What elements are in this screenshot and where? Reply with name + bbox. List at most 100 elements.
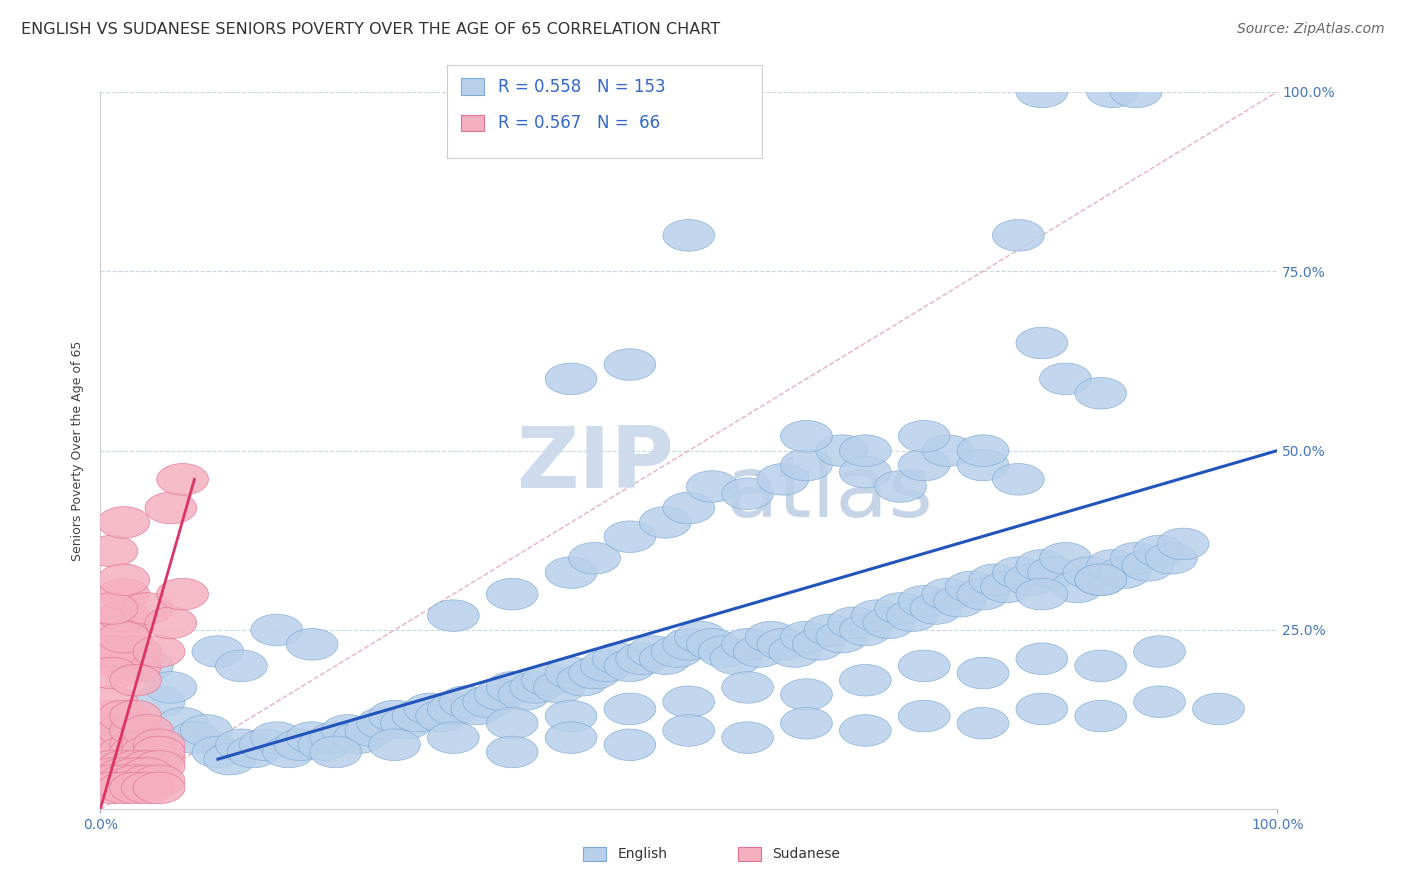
Circle shape <box>274 729 326 761</box>
Circle shape <box>156 707 208 739</box>
Circle shape <box>86 764 138 797</box>
Circle shape <box>721 629 773 660</box>
Circle shape <box>957 657 1010 689</box>
Circle shape <box>898 450 950 481</box>
Circle shape <box>993 464 1045 495</box>
Circle shape <box>298 729 350 761</box>
Circle shape <box>250 615 302 646</box>
Circle shape <box>98 743 149 775</box>
Circle shape <box>204 743 256 775</box>
Circle shape <box>322 714 373 747</box>
Circle shape <box>1074 700 1126 731</box>
Circle shape <box>1017 693 1067 724</box>
Circle shape <box>957 707 1010 739</box>
Circle shape <box>110 650 162 681</box>
Circle shape <box>839 434 891 467</box>
Circle shape <box>546 363 598 394</box>
Circle shape <box>134 686 186 717</box>
Circle shape <box>1017 549 1067 582</box>
Circle shape <box>110 700 162 731</box>
Circle shape <box>215 650 267 681</box>
Circle shape <box>605 521 655 552</box>
Circle shape <box>1074 377 1126 409</box>
Circle shape <box>110 772 162 804</box>
Circle shape <box>993 219 1045 252</box>
Circle shape <box>581 650 633 681</box>
Circle shape <box>180 714 232 747</box>
Circle shape <box>1087 76 1139 108</box>
Circle shape <box>110 736 162 768</box>
Circle shape <box>110 750 162 782</box>
Circle shape <box>1074 564 1126 596</box>
Circle shape <box>945 571 997 603</box>
Circle shape <box>121 743 173 775</box>
Circle shape <box>1017 643 1067 674</box>
Circle shape <box>1074 650 1126 681</box>
Circle shape <box>344 714 396 747</box>
Circle shape <box>839 457 891 488</box>
Circle shape <box>568 542 620 574</box>
Circle shape <box>993 557 1045 589</box>
Y-axis label: Seniors Poverty Over the Age of 65: Seniors Poverty Over the Age of 65 <box>72 341 84 561</box>
Circle shape <box>98 750 149 782</box>
Circle shape <box>780 420 832 452</box>
Circle shape <box>605 349 655 380</box>
Circle shape <box>486 672 538 703</box>
Circle shape <box>815 622 868 653</box>
Circle shape <box>86 535 138 566</box>
Text: R = 0.558   N = 153: R = 0.558 N = 153 <box>498 78 665 95</box>
Circle shape <box>780 679 832 710</box>
Circle shape <box>110 729 162 761</box>
Circle shape <box>875 592 927 624</box>
Circle shape <box>86 750 138 782</box>
Circle shape <box>780 622 832 653</box>
Circle shape <box>522 665 574 696</box>
Circle shape <box>922 434 973 467</box>
Circle shape <box>98 622 149 653</box>
Circle shape <box>121 714 173 747</box>
Circle shape <box>863 607 915 639</box>
Circle shape <box>98 772 149 804</box>
Circle shape <box>699 636 749 667</box>
Circle shape <box>474 679 526 710</box>
Circle shape <box>721 478 773 509</box>
Circle shape <box>1122 549 1174 582</box>
Circle shape <box>121 757 173 789</box>
Circle shape <box>427 599 479 632</box>
Circle shape <box>121 729 173 761</box>
Circle shape <box>675 622 727 653</box>
Circle shape <box>98 764 149 797</box>
Circle shape <box>486 736 538 768</box>
Circle shape <box>86 714 138 747</box>
Circle shape <box>839 615 891 646</box>
Circle shape <box>121 772 173 804</box>
Circle shape <box>250 722 302 754</box>
Circle shape <box>1098 557 1150 589</box>
Circle shape <box>121 650 173 681</box>
Circle shape <box>640 507 692 538</box>
Circle shape <box>616 643 668 674</box>
Circle shape <box>98 757 149 789</box>
Circle shape <box>734 636 786 667</box>
Circle shape <box>1157 528 1209 559</box>
Circle shape <box>98 578 149 610</box>
Circle shape <box>86 636 138 667</box>
Circle shape <box>546 722 598 754</box>
Circle shape <box>1063 557 1115 589</box>
Circle shape <box>287 722 337 754</box>
Text: Sudanese: Sudanese <box>772 847 839 861</box>
Circle shape <box>1133 636 1185 667</box>
Circle shape <box>110 764 162 797</box>
Circle shape <box>898 650 950 681</box>
Circle shape <box>121 764 173 797</box>
Circle shape <box>875 471 927 502</box>
Circle shape <box>510 672 561 703</box>
Circle shape <box>957 450 1010 481</box>
Circle shape <box>780 707 832 739</box>
Circle shape <box>898 585 950 617</box>
Circle shape <box>662 219 714 252</box>
Circle shape <box>86 592 138 624</box>
Circle shape <box>533 672 585 703</box>
Circle shape <box>145 607 197 639</box>
Circle shape <box>1039 363 1091 394</box>
